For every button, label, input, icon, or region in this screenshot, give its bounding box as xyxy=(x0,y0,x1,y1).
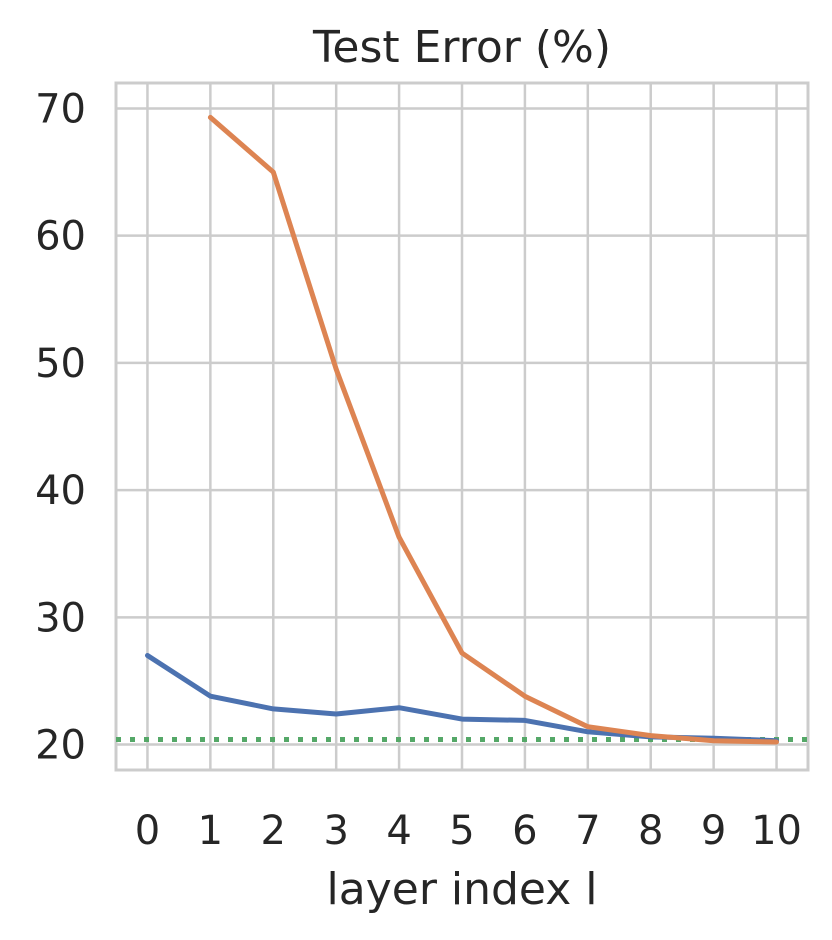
x-tick-labels: 0 1 2 3 4 5 6 7 8 9 10 xyxy=(135,808,802,854)
y-tick-label: 40 xyxy=(35,468,86,514)
plot-frame xyxy=(114,81,810,772)
x-tick-label: 9 xyxy=(701,808,726,854)
grid xyxy=(116,83,808,770)
chart-title: Test Error (%) xyxy=(312,22,611,73)
x-tick-label: 6 xyxy=(512,808,537,854)
x-tick-label: 3 xyxy=(323,808,348,854)
x-tick-label: 8 xyxy=(638,808,663,854)
y-tick-label: 30 xyxy=(35,595,86,641)
x-tick-label: 10 xyxy=(751,808,802,854)
y-tick-label: 50 xyxy=(35,341,86,387)
y-tick-label: 20 xyxy=(35,723,86,769)
y-tick-label: 70 xyxy=(35,86,86,132)
x-tick-label: 1 xyxy=(198,808,223,854)
x-tick-label: 7 xyxy=(575,808,600,854)
x-tick-label: 0 xyxy=(135,808,160,854)
x-tick-label: 4 xyxy=(386,808,411,854)
series-layer xyxy=(116,114,808,745)
x-tick-label: 2 xyxy=(261,808,286,854)
x-tick-label: 5 xyxy=(449,808,474,854)
y-tick-label: 60 xyxy=(35,214,86,260)
x-axis-label: layer index l xyxy=(327,864,598,915)
y-tick-labels: 20 30 40 50 60 70 xyxy=(35,86,86,768)
series-line-2 xyxy=(207,114,779,745)
